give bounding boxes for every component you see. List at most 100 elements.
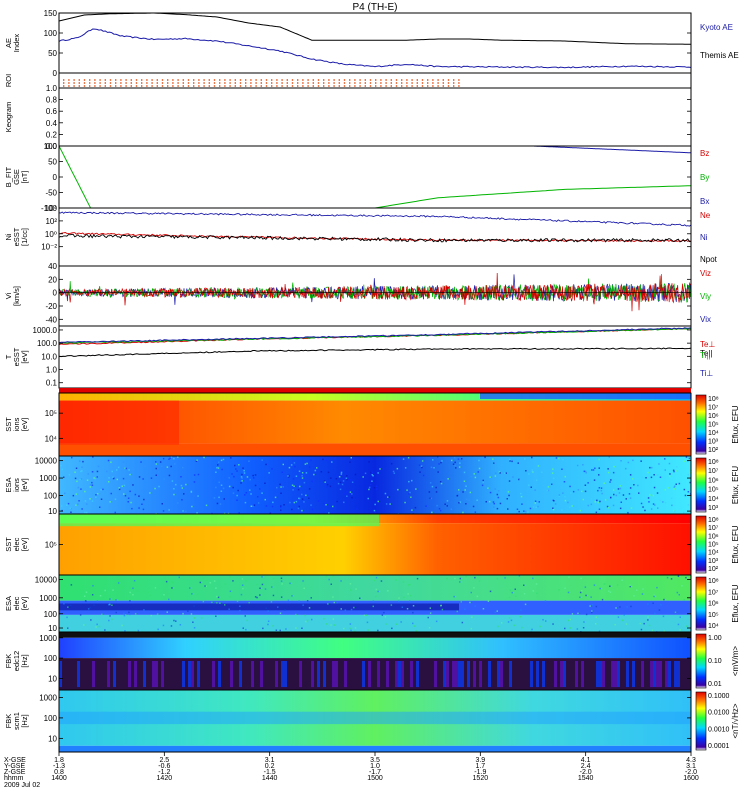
spectro-pixel xyxy=(181,487,184,489)
spectro-pixel xyxy=(371,474,373,476)
spectro-pixel xyxy=(337,482,340,485)
spectro-pixel xyxy=(272,577,275,580)
spectro-pixel xyxy=(599,500,601,503)
roi-dot xyxy=(130,85,132,87)
spectro-pixel xyxy=(375,576,378,579)
panel-3-ylabel: B_FIT GSE [nT] xyxy=(4,166,29,187)
spectro-pixel xyxy=(229,576,231,578)
spectro-pixel xyxy=(397,600,400,602)
spectro-column xyxy=(128,661,131,688)
xaxis-tick-label-z: -1.2 xyxy=(158,769,170,776)
spectro-pixel xyxy=(171,480,174,482)
spectro-column xyxy=(317,661,320,688)
spectro-pixel xyxy=(585,613,588,616)
spectro-pixel xyxy=(173,457,175,460)
spectro-pixel xyxy=(364,472,367,475)
spectro-pixel xyxy=(367,629,369,631)
panel-12-colorbar-tick: 0.0001 xyxy=(708,743,730,750)
roi-dot xyxy=(239,85,242,87)
spectro-pixel xyxy=(440,604,442,607)
roi-dot xyxy=(141,85,143,87)
spectro-pixel xyxy=(317,500,320,502)
spectro-pixel xyxy=(279,629,281,632)
spectro-pixel xyxy=(438,507,441,510)
spectro-pixel xyxy=(123,612,125,615)
spectro-pixel xyxy=(335,474,337,477)
roi-dot xyxy=(395,79,398,81)
spectro-pixel xyxy=(232,492,235,494)
spectro-pixel xyxy=(340,471,343,474)
panel-11-spectrogram xyxy=(59,632,691,690)
spectro-pixel xyxy=(295,627,297,629)
spectro-pixel xyxy=(632,478,634,480)
panel-4-legend-2: Npot xyxy=(700,255,718,264)
spectro-pixel xyxy=(242,587,244,590)
spectro-pixel xyxy=(340,580,342,582)
spectro-pixel xyxy=(372,600,375,602)
panel-3-ylabel-line: GSE xyxy=(12,169,21,185)
roi-dot xyxy=(245,79,247,81)
spectro-pixel xyxy=(681,585,683,587)
spectro-pixel xyxy=(664,469,666,471)
spectro-pixel xyxy=(493,462,495,464)
spectro-pixel xyxy=(123,484,126,487)
spectro-pixel xyxy=(345,477,348,480)
spectro-pixel xyxy=(230,457,232,459)
spectro-pixel xyxy=(83,624,85,626)
roi-dot xyxy=(291,79,294,81)
panel-2-frame xyxy=(58,87,692,147)
panel-3-ytick-label: -50 xyxy=(45,189,57,198)
panel-9-spectrogram xyxy=(59,514,691,575)
roi-dot xyxy=(125,82,127,84)
spectro-pixel xyxy=(609,585,611,587)
spectro-pixel xyxy=(418,464,421,466)
spectro-pixel xyxy=(96,470,99,473)
spectro-column xyxy=(500,661,503,688)
spectro-pixel xyxy=(100,489,102,491)
spectro-pixel xyxy=(532,590,534,592)
panel-5-ylabel-line: [km/s] xyxy=(12,286,21,306)
panel-10-ytick-label: 10 xyxy=(48,624,57,633)
spectro-pixel xyxy=(370,471,372,474)
roi-dot xyxy=(291,85,294,87)
panel-9-colorbar-tick: 10³ xyxy=(708,558,719,565)
spectro-pixel xyxy=(91,471,94,473)
spectro-pixel xyxy=(662,615,665,618)
spectro-pixel xyxy=(84,511,86,514)
roi-dot xyxy=(265,79,268,81)
spectro-pixel xyxy=(253,504,256,506)
spectro-pixel xyxy=(125,597,127,600)
spectro-pixel xyxy=(108,619,110,622)
xaxis-tick-label-z: -1.7 xyxy=(369,769,381,776)
panel-8-colorbar xyxy=(695,457,707,513)
spectro-pixel xyxy=(272,594,275,597)
spectro-pixel xyxy=(464,489,466,491)
spectro-pixel xyxy=(241,477,243,479)
spectro-pixel xyxy=(469,491,472,494)
spectro-pixel xyxy=(281,471,283,473)
spectro-pixel xyxy=(238,464,240,466)
spectro-pixel xyxy=(454,464,456,467)
spectro-pixel xyxy=(673,470,675,473)
spectro-pixel xyxy=(582,464,584,466)
spectro-pixel xyxy=(117,466,120,469)
panel-7-ytick-label: 10⁵ xyxy=(45,409,57,418)
spectro-pixel xyxy=(254,596,257,598)
spectro-pixel xyxy=(118,488,121,491)
roi-dot xyxy=(224,79,226,81)
spectro-pixel xyxy=(518,478,520,480)
spectro-pixel xyxy=(264,588,267,590)
spectro-pixel xyxy=(354,473,357,476)
roi-dot xyxy=(182,82,184,84)
spectro-pixel xyxy=(298,470,301,472)
spectro-pixel xyxy=(535,479,538,481)
spectro-pixel xyxy=(71,456,73,459)
spectro-pixel xyxy=(118,487,120,489)
spectro-pixel xyxy=(656,586,658,589)
spectro-pixel xyxy=(170,625,173,627)
spectro-pixel xyxy=(94,477,97,480)
spectro-pixel xyxy=(171,587,173,589)
spectro-pixel xyxy=(686,625,688,627)
spectro-pixel xyxy=(471,616,473,618)
